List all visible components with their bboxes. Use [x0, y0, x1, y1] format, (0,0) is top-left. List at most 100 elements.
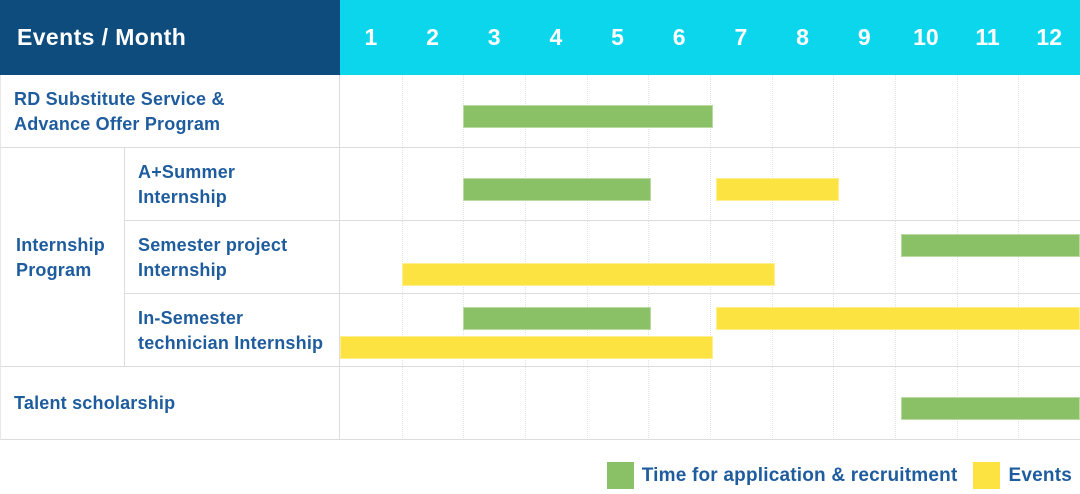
month-gridline	[648, 367, 650, 440]
month-gridline	[895, 148, 896, 221]
table-body: Internship Program RD Substitute Service &…	[0, 75, 1080, 440]
month-label: 8	[796, 24, 809, 50]
group-label: Internship	[16, 234, 106, 255]
month-gridline	[833, 75, 835, 148]
group-column-divider	[124, 148, 125, 367]
row-label: Talent scholarship	[14, 393, 176, 413]
month-gridline	[1018, 221, 1020, 294]
month-gridline	[956, 294, 958, 367]
gantt-bar-green	[463, 307, 652, 330]
month-gridline	[895, 75, 896, 148]
row-label: A+Summer	[138, 161, 236, 182]
month-gridline	[956, 221, 958, 294]
month-label: 7	[734, 24, 748, 50]
gantt-bar-yellow	[716, 307, 1080, 330]
month-gridline	[1018, 148, 1020, 221]
row-divider	[0, 439, 1080, 440]
gantt-bar-yellow	[716, 178, 840, 201]
month-gridline	[1018, 294, 1020, 367]
month-gridline	[710, 294, 711, 367]
month-gridline	[463, 367, 465, 440]
legend: Time for application & recruitment Events	[606, 462, 1072, 489]
month-gridline	[956, 75, 958, 148]
month-gridline	[401, 221, 403, 294]
month-gridline	[648, 221, 650, 294]
month-label: 12	[1036, 24, 1063, 50]
row-label: Advance Offer Program	[14, 113, 221, 134]
row-label: Internship	[138, 186, 228, 207]
month-gridline	[956, 148, 958, 221]
corner-header: Events / Month	[0, 0, 340, 75]
month-gridline	[710, 367, 711, 440]
legend-swatch-yellow	[973, 462, 1001, 489]
row-divider	[124, 220, 1080, 221]
chart-cell	[340, 148, 1080, 221]
gantt-bar-yellow	[340, 336, 714, 359]
month-gridline	[833, 294, 835, 367]
row-label-cell: Semester project Internship	[124, 221, 340, 294]
month-gridline	[586, 294, 588, 367]
chart-cell	[340, 294, 1080, 367]
row-divider	[124, 293, 1080, 294]
month-label: 4	[549, 24, 563, 50]
month-gridline	[771, 75, 773, 148]
table-left-border	[0, 75, 1, 440]
gantt-bar-green	[463, 178, 652, 201]
month-gridline	[895, 367, 896, 440]
month-gridline	[895, 221, 896, 294]
header-row: Events / Month 1 2 3 4 5 6 7 8 9 10 11 12	[0, 0, 1080, 75]
chart-cell	[340, 221, 1080, 294]
row-divider	[0, 366, 1080, 367]
month-gridline	[463, 294, 465, 367]
month-label: 9	[857, 24, 871, 50]
month-label: 3	[487, 24, 501, 50]
month-gridline	[710, 221, 711, 294]
month-gridline	[401, 75, 403, 148]
month-gridline	[833, 221, 835, 294]
row-label: In-Semester	[138, 307, 244, 328]
month-gridline	[895, 294, 896, 367]
legend-label: Time for application & recruitment	[641, 464, 958, 486]
row-label-cell: Talent scholarship	[0, 367, 340, 440]
row-label-cell: A+Summer Internship	[124, 148, 340, 221]
month-gridline	[401, 148, 403, 221]
month-gridline	[525, 367, 526, 440]
month-label: 2	[426, 24, 439, 50]
month-gridline	[710, 148, 711, 221]
group-label-cell: Internship Program	[0, 148, 124, 367]
month-gridline	[833, 367, 835, 440]
month-gridline	[1018, 75, 1020, 148]
row-label: RD Substitute Service &	[14, 88, 225, 109]
month-gridline	[401, 367, 403, 440]
month-gridline	[525, 221, 526, 294]
gantt-bar-green	[901, 397, 1080, 420]
legend-item: Events	[973, 462, 1072, 489]
month-gridline	[586, 367, 588, 440]
group-label: Program	[16, 259, 92, 280]
gantt-bar-green	[901, 234, 1080, 257]
row-divider	[0, 147, 1080, 148]
month-label: 11	[975, 24, 1000, 50]
row-label: technician Internship	[138, 332, 324, 353]
month-label: 5	[611, 24, 624, 50]
month-header: 1 2 3 4 5 6 7 8 9 10 11 12	[340, 0, 1080, 75]
row-label-cell: In-Semester technician Internship	[124, 294, 340, 367]
month-label: 10	[913, 24, 939, 50]
month-gridline	[648, 294, 650, 367]
row-label: Internship	[138, 259, 228, 280]
chart-cell	[340, 367, 1080, 440]
month-gridline	[525, 294, 526, 367]
legend-item: Time for application & recruitment	[606, 462, 958, 489]
row-label: Semester project	[138, 234, 288, 255]
gantt-bar-green	[463, 105, 714, 128]
month-gridline	[463, 221, 465, 294]
legend-swatch-green	[606, 462, 634, 489]
label-chart-divider	[339, 75, 340, 440]
month-gridline	[586, 221, 588, 294]
month-gridline	[771, 367, 773, 440]
month-gridline	[771, 294, 773, 367]
month-label: 6	[672, 24, 686, 50]
header-title: Events / Month	[17, 24, 187, 50]
row-label-cell: RD Substitute Service & Advance Offer Pro…	[0, 75, 340, 148]
